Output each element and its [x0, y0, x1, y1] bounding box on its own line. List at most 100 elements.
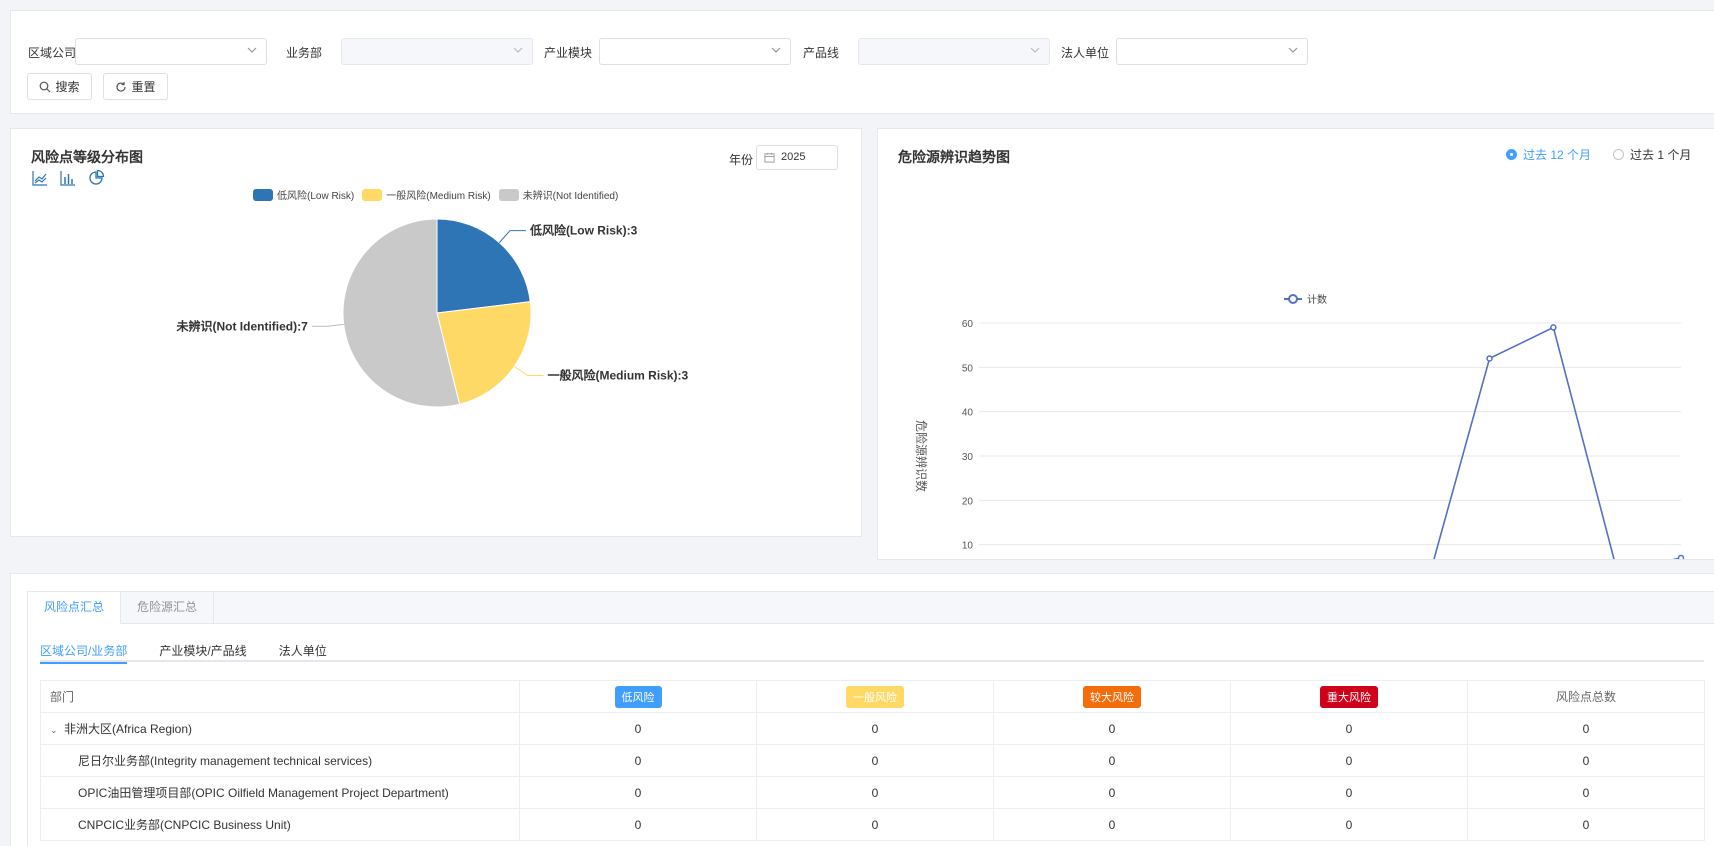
column-header-total: 风险点总数 — [1467, 680, 1705, 713]
cell-value: 0 — [519, 776, 757, 809]
cell-value: 0 — [993, 808, 1231, 841]
risk-badge-medium: 一般风险 — [846, 685, 904, 708]
pie-slice-label: 未辨识(Not Identified):7 — [175, 318, 308, 333]
cell-value: 0 — [1467, 808, 1705, 841]
pie-slice[interactable] — [436, 301, 532, 405]
line-chart-icon[interactable] — [31, 169, 49, 187]
column-header-medium[interactable]: 一般风险 — [756, 680, 994, 713]
product-select[interactable] — [858, 38, 1050, 65]
risk-badge-high: 较大风险 — [1083, 685, 1141, 708]
legal-entity-select[interactable] — [1116, 38, 1308, 65]
summary-panel: 风险点汇总 危险源汇总 区域公司/业务部 产业模块/产品线 法人单位 部门 低风… — [10, 573, 1714, 846]
cell-value: 0 — [1467, 712, 1705, 745]
data-point[interactable] — [1677, 554, 1685, 559]
year-picker[interactable]: 2025 — [756, 145, 838, 170]
pie-label-line — [311, 323, 344, 327]
data-point[interactable] — [1550, 324, 1557, 331]
subtab-legal-entity[interactable]: 法人单位 — [278, 644, 327, 658]
pie-chart-title: 风险点等级分布图 — [31, 149, 143, 165]
summary-tabs: 风险点汇总 危险源汇总 区域公司/业务部 产业模块/产品线 法人单位 部门 低风… — [27, 591, 1714, 846]
reset-button[interactable]: 重置 — [103, 73, 168, 100]
dept-cell: OPIC油田管理项目部(OPIC Oilfield Management Pro… — [40, 776, 520, 809]
pie-slice[interactable] — [342, 218, 461, 408]
cell-value: 0 — [519, 808, 757, 841]
pie-chart-icon[interactable] — [87, 169, 105, 187]
table-row[interactable]: ⌄ 非洲大区(Africa Region) 0 0 0 0 0 — [40, 712, 1705, 745]
column-header-major[interactable]: 重大风险 — [1230, 680, 1468, 713]
legal-label: 法人单位 — [1061, 46, 1110, 60]
cell-value: 0 — [1230, 808, 1468, 841]
risk-badge-low: 低风险 — [614, 685, 662, 708]
table-header-row: 部门 低风险 一般风险 较大风险 重大风险 风险点总数 — [40, 680, 1705, 713]
chevron-down-icon — [1030, 47, 1040, 53]
data-point[interactable] — [1486, 355, 1493, 362]
legend-item[interactable]: 低风险(Low Risk) — [253, 187, 354, 202]
table-row[interactable]: 尼日尔业务部(Integrity management technical se… — [40, 744, 1705, 777]
subtab-region-business[interactable]: 区域公司/业务部 — [40, 636, 128, 664]
legend-swatch — [362, 188, 383, 201]
calendar-icon — [764, 152, 775, 163]
cell-value: 0 — [1467, 776, 1705, 809]
pie-legend: 低风险(Low Risk) 一般风险(Medium Risk) 未辨识(Not … — [253, 187, 618, 202]
reset-button-label: 重置 — [131, 80, 156, 94]
radio-past-12-months[interactable]: 过去 12 个月 — [1506, 146, 1591, 163]
risk-badge-major: 重大风险 — [1320, 685, 1378, 708]
legend-item[interactable]: 未辨识(Not Identified) — [498, 187, 619, 202]
radio-dot — [1506, 149, 1517, 160]
legend-label: 低风险(Low Risk) — [277, 191, 355, 202]
industry-select[interactable] — [599, 38, 791, 65]
region-select[interactable] — [75, 38, 267, 65]
legend-swatch — [253, 188, 273, 201]
pie-label-line — [514, 365, 544, 376]
search-button-label: 搜索 — [55, 80, 80, 94]
chevron-down-icon[interactable]: ⌄ — [50, 725, 58, 735]
radio-label: 过去 12 个月 — [1523, 148, 1592, 162]
legend-label: 未辨识(Not Identified) — [522, 191, 619, 202]
cell-value: 0 — [756, 712, 994, 745]
cell-value: 0 — [1467, 744, 1705, 777]
industry-label: 产业模块 — [544, 46, 593, 60]
y-tick-label: 40 — [962, 408, 974, 419]
cell-value: 0 — [519, 712, 757, 745]
radio-label: 过去 1 个月 — [1630, 148, 1692, 162]
tab-risk-point-summary[interactable]: 风险点汇总 — [28, 592, 122, 624]
business-label: 业务部 — [286, 46, 323, 60]
y-tick-label: 20 — [962, 496, 974, 507]
dept-cell: 尼日尔业务部(Integrity management technical se… — [40, 744, 520, 777]
risk-level-panel: 风险点等级分布图 年份 2025 低风险(Low Risk) 一般风险(Medi… — [10, 128, 862, 537]
chevron-down-icon — [513, 47, 523, 53]
pie-label-line — [498, 230, 526, 243]
summary-table: 部门 低风险 一般风险 较大风险 重大风险 风险点总数 ⌄ 非洲大区(Africa… — [40, 680, 1705, 841]
table-row[interactable]: CNPCIC业务部(CNPCIC Business Unit) 0 0 0 0 … — [40, 808, 1705, 841]
search-button[interactable]: 搜索 — [27, 73, 92, 100]
bar-chart-icon[interactable] — [59, 169, 77, 187]
y-tick-label: 50 — [962, 363, 974, 374]
legend-swatch — [498, 188, 519, 201]
dept-cell: ⌄ 非洲大区(Africa Region) — [40, 712, 520, 745]
chevron-down-icon — [771, 47, 781, 53]
pie-slice[interactable] — [436, 218, 531, 314]
legend-marker[interactable] — [1288, 294, 1298, 304]
dept-name: 非洲大区(Africa Region) — [64, 722, 193, 736]
subtab-industry-product[interactable]: 产业模块/产品线 — [159, 644, 247, 658]
tab-hazard-summary[interactable]: 危险源汇总 — [121, 592, 215, 624]
cell-value: 0 — [993, 712, 1231, 745]
year-label: 年份 — [729, 153, 754, 167]
cell-value: 0 — [993, 744, 1231, 777]
cell-value: 0 — [1230, 712, 1468, 745]
legend-label: 计数 — [1307, 293, 1327, 306]
tabs-header: 风险点汇总 危险源汇总 — [28, 592, 1714, 624]
pie-slice-label: 一般风险(Medium Risk):3 — [548, 367, 689, 382]
region-label: 区域公司 — [28, 46, 77, 60]
radio-dot — [1613, 149, 1624, 160]
cell-value: 0 — [756, 744, 994, 777]
table-row[interactable]: OPIC油田管理项目部(OPIC Oilfield Management Pro… — [40, 776, 1705, 809]
radio-past-1-month[interactable]: 过去 1 个月 — [1613, 146, 1691, 163]
legend-item[interactable]: 一般风险(Medium Risk) — [362, 187, 491, 202]
business-select[interactable] — [341, 38, 533, 65]
column-header-low[interactable]: 低风险 — [519, 680, 757, 713]
subtabs: 区域公司/业务部 产业模块/产品线 法人单位 — [40, 636, 1704, 664]
column-header-high[interactable]: 较大风险 — [993, 680, 1231, 713]
trend-chart-title: 危险源辨识趋势图 — [898, 149, 1010, 165]
year-value: 2025 — [781, 151, 806, 163]
